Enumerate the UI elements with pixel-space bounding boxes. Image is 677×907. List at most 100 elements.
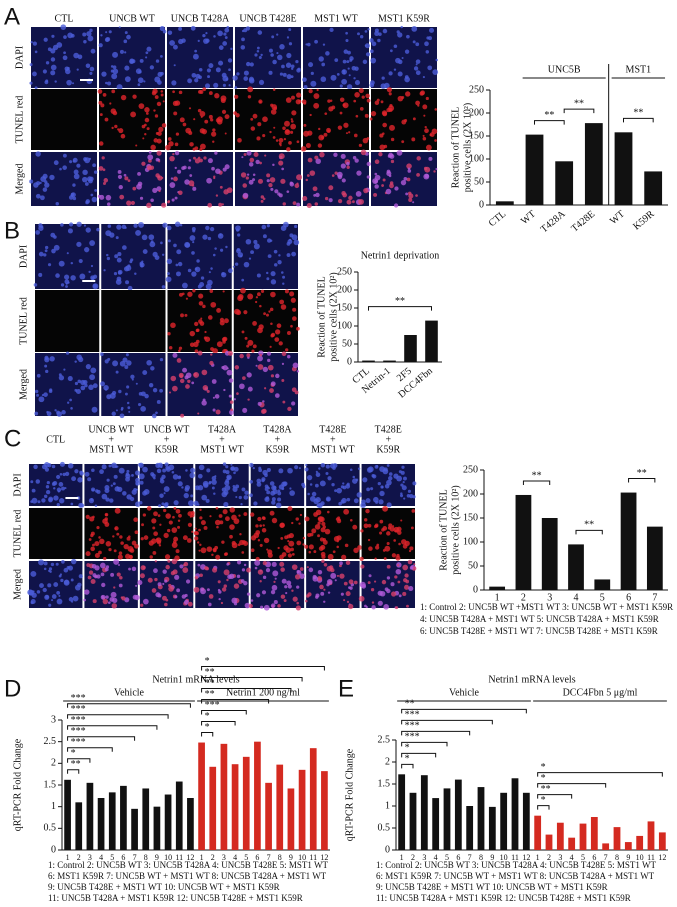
cell xyxy=(271,35,275,39)
cell xyxy=(122,245,127,250)
cell xyxy=(218,60,224,66)
cell xyxy=(317,570,323,575)
cell xyxy=(104,388,108,391)
cell xyxy=(118,467,125,474)
cell xyxy=(404,540,410,547)
cell xyxy=(259,353,263,357)
y-axis-label: qRT-PCR Fold Change xyxy=(344,748,355,841)
cell xyxy=(107,224,112,228)
cell xyxy=(269,345,272,348)
cell xyxy=(191,530,194,533)
cell xyxy=(202,304,206,309)
cell xyxy=(296,92,302,98)
cell xyxy=(29,179,34,184)
y-tick-label: 2 xyxy=(51,758,56,769)
cell xyxy=(294,183,300,189)
cell xyxy=(276,52,279,55)
bar xyxy=(153,806,161,850)
cell xyxy=(169,391,172,394)
cell xyxy=(222,83,226,87)
x-tick-label: K59R xyxy=(631,208,657,232)
cell xyxy=(191,184,195,187)
cell xyxy=(306,474,313,481)
cell xyxy=(179,374,184,378)
cell xyxy=(83,598,86,602)
cell xyxy=(380,100,384,104)
y-tick-label: 0 xyxy=(347,356,352,367)
legend-note: 9: UNC5B T428E + MST1 WT 10: UNC5B WT + … xyxy=(48,882,280,892)
cell xyxy=(384,545,391,552)
cell xyxy=(158,544,162,547)
cell xyxy=(88,538,92,541)
cell xyxy=(325,496,331,502)
cell xyxy=(44,364,48,368)
cell xyxy=(30,40,33,44)
cell xyxy=(256,593,261,598)
cell xyxy=(155,59,160,63)
significance-label: ** xyxy=(395,296,405,307)
cell xyxy=(158,189,161,193)
cell xyxy=(188,159,192,162)
cell xyxy=(150,366,155,371)
cell xyxy=(308,567,314,573)
group-label: UNC5B xyxy=(548,64,581,75)
x-tick-label: 8 xyxy=(479,853,483,862)
significance-bracket xyxy=(563,108,595,114)
cell xyxy=(271,497,276,502)
cell xyxy=(247,293,254,300)
x-tick-label: 2 xyxy=(211,853,215,862)
cell xyxy=(167,30,173,35)
cell xyxy=(371,601,375,604)
cell xyxy=(94,504,98,507)
x-tick-label: 9 xyxy=(155,853,159,862)
cell xyxy=(332,550,336,554)
cell xyxy=(89,66,95,72)
row-label: TUNEL red xyxy=(14,96,25,144)
y-tick-label: 0.5 xyxy=(44,823,57,834)
cell xyxy=(261,527,267,533)
cell xyxy=(258,324,264,330)
y-tick-label: 50 xyxy=(342,338,352,349)
cell xyxy=(232,75,238,81)
cell xyxy=(281,578,287,584)
cell xyxy=(118,128,124,134)
cell xyxy=(183,492,189,499)
cell xyxy=(129,548,135,553)
cell xyxy=(323,588,326,591)
cell xyxy=(92,543,95,547)
cell xyxy=(39,195,45,201)
bar xyxy=(120,785,127,850)
cell xyxy=(221,587,227,592)
cell xyxy=(285,591,288,595)
cell xyxy=(96,227,100,232)
cell xyxy=(85,227,91,233)
cell xyxy=(187,78,193,84)
cell xyxy=(120,133,126,139)
cell xyxy=(135,477,141,483)
column-label: + xyxy=(385,434,391,445)
cell xyxy=(30,480,34,484)
cell xyxy=(63,51,66,55)
cell xyxy=(156,399,161,404)
cell xyxy=(31,497,38,504)
cell xyxy=(314,202,319,206)
cell xyxy=(276,323,282,329)
significance-bracket xyxy=(522,480,551,485)
cell xyxy=(319,151,325,158)
cell xyxy=(231,514,237,521)
cell xyxy=(291,401,296,406)
legend-note: 1: Control 2: UNC5B WT +MST1 WT 3: UNC5B… xyxy=(420,602,673,612)
cell xyxy=(47,463,52,468)
cell xyxy=(167,137,172,141)
cell xyxy=(369,38,374,43)
cell xyxy=(370,110,377,117)
cell xyxy=(361,95,365,99)
cell xyxy=(234,262,239,266)
cell xyxy=(395,568,402,575)
cell xyxy=(406,163,412,169)
cell xyxy=(77,379,81,384)
cell xyxy=(199,508,202,511)
cell xyxy=(221,72,227,78)
significance-label: *** xyxy=(405,732,420,743)
bar xyxy=(108,792,116,850)
